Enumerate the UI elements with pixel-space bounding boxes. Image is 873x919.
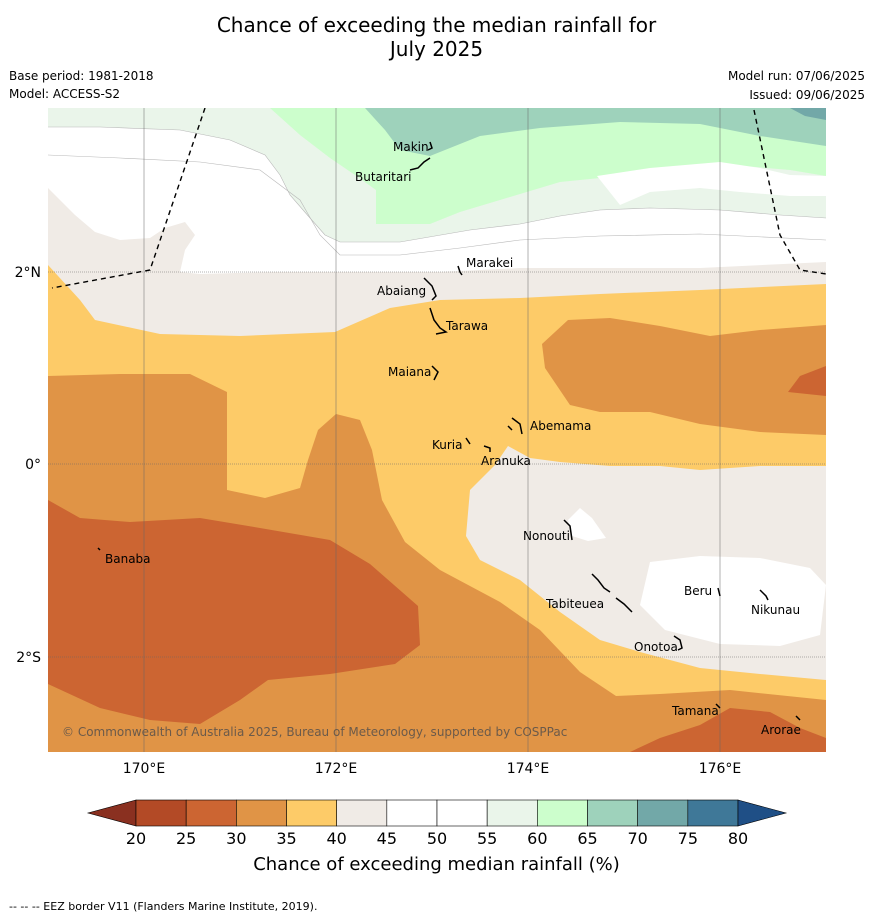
colorbar-swatch — [637, 799, 689, 827]
island-kuria — [465, 437, 471, 445]
island-aranuka — [483, 445, 491, 452]
island-tabiteuea — [591, 573, 633, 613]
label-makin: Makin — [393, 140, 429, 154]
model-name: Model: ACCESS-S2 — [9, 87, 121, 101]
colorbar-swatch — [336, 799, 388, 827]
label-tamana: Tamana — [671, 704, 719, 718]
colorbar-swatch — [135, 799, 187, 827]
lat-label-0: 0° — [25, 457, 41, 473]
island-banaba — [97, 547, 101, 551]
label-abemama: Abemama — [530, 419, 591, 433]
island-maiana — [431, 365, 439, 381]
colorbar-swatch — [687, 799, 739, 827]
colorbar-tick-label: 55 — [477, 829, 497, 848]
colorbar-title: Chance of exceeding median rainfall (%) — [253, 854, 620, 875]
model-run: Model run: 07/06/2025 — [727, 69, 865, 83]
label-nikunau: Nikunau — [751, 603, 800, 617]
graticule — [48, 108, 826, 752]
island-butaritari — [409, 157, 431, 171]
island-marakei — [457, 265, 463, 276]
colorbar-swatch — [486, 799, 538, 827]
colorbar-swatch — [286, 799, 337, 827]
colorbar-tick-label: 50 — [427, 829, 447, 848]
label-nonouti: Nonouti — [523, 529, 570, 543]
band-45-50-patch — [597, 162, 826, 205]
colorbar-swatch — [436, 799, 488, 827]
band-65-70 — [365, 108, 826, 156]
island-tarawa — [429, 307, 448, 335]
label-beru: Beru — [684, 584, 712, 598]
band-25-30-west — [48, 500, 420, 724]
colorbar-tick-label: 30 — [226, 829, 246, 848]
colorbar-tick-label: 80 — [728, 829, 748, 848]
contour-lines — [48, 126, 826, 256]
band-30-35-east — [542, 318, 826, 435]
colorbar-swatch — [185, 799, 237, 827]
base-period: Base period: 1981-2018 — [9, 69, 154, 83]
lat-label-2s: 2°S — [16, 650, 41, 666]
chart-title-line2: July 2025 — [389, 37, 484, 61]
colorbar-swatch — [587, 799, 638, 827]
band-25-30-southeast — [630, 708, 826, 752]
label-banaba: Banaba — [105, 552, 151, 566]
label-tarawa: Tarawa — [445, 319, 488, 333]
label-maiana: Maiana — [388, 365, 431, 379]
island-abemama — [507, 417, 523, 435]
chart-title-line1: Chance of exceeding the median rainfall … — [216, 13, 657, 37]
label-aranuka: Aranuka — [481, 454, 531, 468]
label-marakei: Marakei — [466, 256, 513, 270]
colorbar: 20 25 30 35 40 45 50 55 60 65 70 75 80 — [86, 799, 788, 848]
colorbar-swatch — [537, 799, 588, 827]
colorbar-tick-label: 40 — [326, 829, 346, 848]
place-labels: Makin Butaritari Marakei Abaiang Tarawa … — [105, 140, 801, 737]
colorbar-swatch — [236, 799, 287, 827]
colorbar-tick-label: 75 — [678, 829, 698, 848]
lon-label-176: 176°E — [699, 761, 742, 777]
colorbar-tick-label: 20 — [126, 829, 146, 848]
eez-border — [51, 108, 826, 289]
island-makin — [427, 141, 433, 151]
colorbar-tick-label: 65 — [577, 829, 597, 848]
issued-date: Issued: 09/06/2025 — [749, 88, 865, 102]
label-onotoa: Onotoa — [634, 640, 678, 654]
island-nikunau — [759, 589, 769, 601]
island-outlines — [97, 141, 801, 721]
label-abaiang: Abaiang — [377, 284, 426, 298]
colorbar-tick-label: 35 — [276, 829, 296, 848]
colorbar-tick-label: 60 — [527, 829, 547, 848]
island-arorae — [795, 715, 801, 721]
band-45-50-nonouti — [568, 508, 606, 541]
colorbar-over-arrow — [737, 799, 788, 827]
label-butaritari: Butaritari — [355, 170, 412, 184]
colorbar-under-arrow — [86, 799, 137, 827]
label-kuria: Kuria — [432, 438, 463, 452]
copyright-notice: © Commonwealth of Australia 2025, Bureau… — [62, 725, 567, 739]
label-arorae: Arorae — [761, 723, 801, 737]
colorbar-tick-label: 45 — [377, 829, 397, 848]
island-nonouti — [563, 519, 573, 541]
island-abaiang — [423, 277, 437, 301]
eez-footnote: -- -- -- EEZ border V11 (Flanders Marine… — [9, 900, 318, 913]
band-45-50-south — [640, 556, 826, 646]
island-onotoa — [673, 635, 683, 651]
band-70-75 — [790, 108, 826, 120]
colorbar-tick-label: 70 — [627, 829, 647, 848]
island-beru — [717, 587, 721, 597]
axis-labels: 170°E 172°E 174°E 176°E 2°N 0° 2°S — [15, 265, 742, 777]
island-tamana — [715, 703, 721, 709]
label-tabiteuea: Tabiteuea — [545, 597, 604, 611]
colorbar-tick-label: 25 — [176, 829, 196, 848]
lon-label-172: 172°E — [315, 761, 358, 777]
band-25-30-east — [788, 366, 826, 396]
lon-label-174: 174°E — [507, 761, 550, 777]
lon-label-170: 170°E — [123, 761, 166, 777]
colorbar-swatch — [386, 799, 438, 827]
map-panel — [48, 108, 826, 752]
lat-label-2n: 2°N — [15, 265, 41, 281]
